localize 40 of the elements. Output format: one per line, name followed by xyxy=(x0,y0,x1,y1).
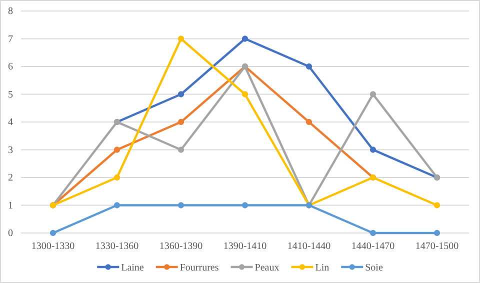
y-tick-label: 2 xyxy=(8,172,13,184)
x-tick-label: 1360-1390 xyxy=(159,241,203,252)
x-tick-label: 1440-1470 xyxy=(351,241,395,252)
x-tick-label: 1390-1410 xyxy=(223,241,267,252)
point xyxy=(178,91,184,98)
point xyxy=(242,36,248,42)
legend-label: Soie xyxy=(365,262,384,274)
point xyxy=(114,202,120,208)
point xyxy=(114,146,120,153)
point xyxy=(178,118,184,126)
y-tick-label: 6 xyxy=(8,62,13,73)
x-tick-label: 1410-1440 xyxy=(287,241,331,252)
point xyxy=(114,174,120,181)
point xyxy=(434,202,440,208)
legend-label: Lin xyxy=(315,262,330,274)
point xyxy=(242,202,248,208)
y-tick-label: 0 xyxy=(8,228,13,240)
x-tick-label: 1300-1330 xyxy=(31,241,75,252)
point xyxy=(242,91,248,98)
y-tick-label: 8 xyxy=(8,6,13,18)
point xyxy=(370,91,376,98)
y-tick-label: 4 xyxy=(8,117,13,128)
y-tick-label: 3 xyxy=(8,144,13,156)
point xyxy=(370,146,376,153)
y-tick-label: 7 xyxy=(8,34,13,45)
point xyxy=(434,230,440,236)
point xyxy=(178,36,184,42)
point xyxy=(178,146,184,153)
legend-label: Laine xyxy=(121,262,144,274)
x-tick-label: 1470-1500 xyxy=(415,241,459,252)
x-tick-label: 1330-1360 xyxy=(95,241,139,252)
point xyxy=(306,63,312,70)
legend-label: Peaux xyxy=(254,262,280,274)
legend-label: Fourrures xyxy=(180,262,219,274)
point xyxy=(306,118,312,126)
point xyxy=(370,230,376,236)
y-tick-label: 5 xyxy=(8,89,13,100)
y-tick-label: 1 xyxy=(8,200,13,212)
point xyxy=(50,230,56,236)
point xyxy=(178,202,184,208)
